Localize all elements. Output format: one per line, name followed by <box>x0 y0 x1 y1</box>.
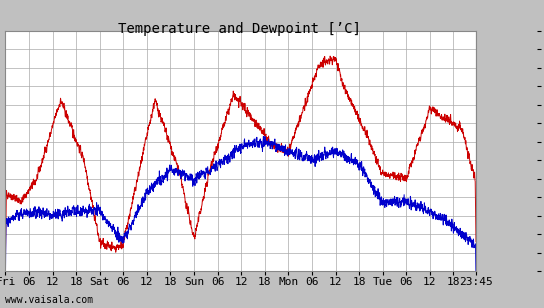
Text: Temperature and Dewpoint [’C]: Temperature and Dewpoint [’C] <box>118 22 361 35</box>
Text: www.vaisala.com: www.vaisala.com <box>5 295 94 305</box>
